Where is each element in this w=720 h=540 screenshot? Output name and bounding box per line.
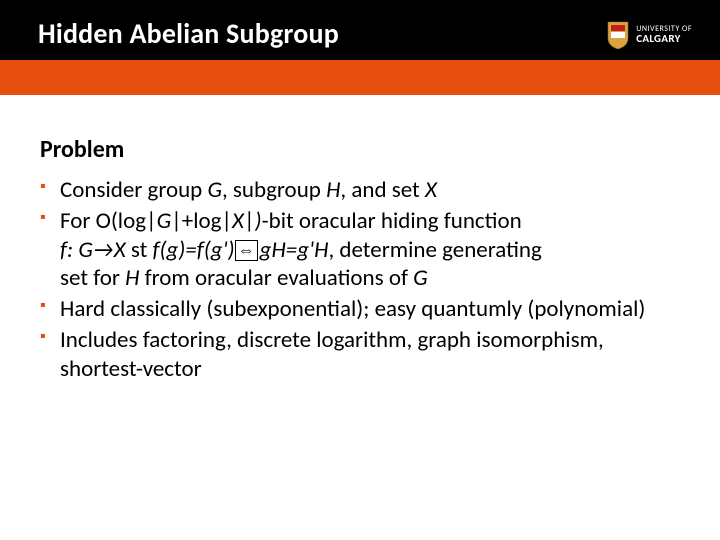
text: st bbox=[131, 236, 153, 264]
text: Hard classically (subexponential); easy … bbox=[60, 295, 645, 323]
text-italic: H bbox=[326, 176, 340, 204]
list-item: Hard classically (subexponential); easy … bbox=[40, 295, 680, 324]
logo-text: UNIVERSITY OF CALGARY bbox=[636, 25, 692, 46]
text-italic: X bbox=[425, 176, 437, 204]
text: , subgroup bbox=[222, 176, 326, 204]
university-logo: UNIVERSITY OF CALGARY bbox=[606, 20, 692, 50]
text-italic: f(g)=f(g') bbox=[153, 236, 235, 264]
text-italic: gH=g'H bbox=[260, 236, 329, 264]
list-item: Consider group G, subgroup H, and set X bbox=[40, 176, 680, 205]
text-italic: ) bbox=[255, 207, 262, 235]
bullet-list: Consider group G, subgroup H, and set X … bbox=[40, 176, 680, 383]
text-italic: G bbox=[413, 264, 428, 292]
text: , determine generating bbox=[328, 236, 541, 264]
text-italic: G bbox=[157, 207, 172, 235]
slide-content: Problem Consider group G, subgroup H, an… bbox=[0, 95, 720, 383]
text: -bit oracular hiding function bbox=[262, 207, 522, 235]
text: Includes factoring, discrete logarithm, … bbox=[60, 326, 604, 383]
text: set for bbox=[60, 264, 125, 292]
accent-bar bbox=[0, 60, 720, 95]
slide-title: Hidden Abelian Subgroup bbox=[38, 16, 339, 51]
text: | bbox=[244, 207, 255, 235]
text: |+log| bbox=[171, 207, 232, 235]
text-italic: G bbox=[207, 176, 222, 204]
logo-line2: CALGARY bbox=[636, 33, 692, 45]
text: For O(log| bbox=[60, 207, 157, 235]
text: , and set bbox=[340, 176, 425, 204]
text: from oracular evaluations of bbox=[145, 264, 414, 292]
list-item: For O(log|G|+log|X|)-bit oracular hiding… bbox=[40, 207, 680, 293]
list-item: Includes factoring, discrete logarithm, … bbox=[40, 326, 680, 384]
text-italic: G→X bbox=[78, 236, 130, 264]
text-italic: X bbox=[232, 207, 244, 235]
text: Consider group bbox=[60, 176, 207, 204]
text-italic: f: bbox=[60, 236, 78, 264]
section-heading: Problem bbox=[40, 135, 680, 164]
slide-header: Hidden Abelian Subgroup UNIVERSITY OF CA… bbox=[0, 0, 720, 95]
crest-icon bbox=[606, 20, 630, 50]
text-italic: H bbox=[125, 264, 145, 292]
iff-symbol: ⇔ bbox=[235, 240, 258, 261]
